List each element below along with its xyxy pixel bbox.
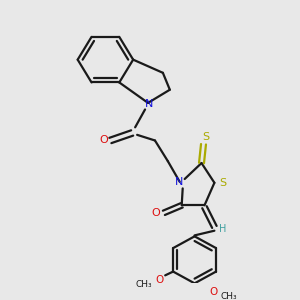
Text: S: S bbox=[219, 178, 226, 188]
Text: H: H bbox=[219, 224, 226, 234]
Text: CH₃: CH₃ bbox=[221, 292, 238, 300]
Text: O: O bbox=[152, 208, 160, 218]
Text: N: N bbox=[145, 99, 153, 109]
Text: O: O bbox=[155, 275, 164, 285]
Text: O: O bbox=[209, 287, 217, 297]
Text: O: O bbox=[99, 136, 108, 146]
Text: S: S bbox=[202, 132, 209, 142]
Text: CH₃: CH₃ bbox=[135, 280, 152, 289]
Text: N: N bbox=[175, 177, 183, 187]
